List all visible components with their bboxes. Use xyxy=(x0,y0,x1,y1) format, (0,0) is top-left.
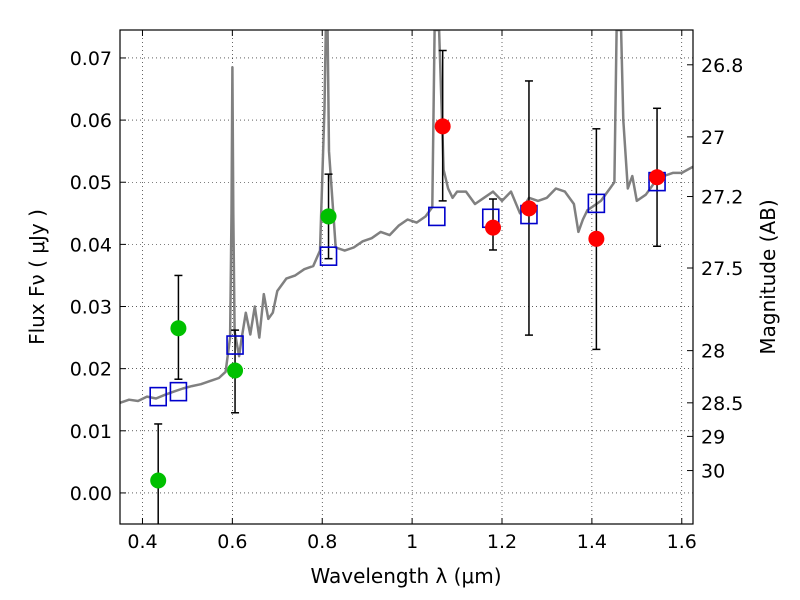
y-axis-label: Flux Fν ( μJy ) xyxy=(25,209,49,345)
observed-point-red xyxy=(485,219,502,236)
x-axis-ticks: 0.4 0.6 0.8 1 1.2 1.4 1.6 xyxy=(127,30,697,553)
observed-point-green xyxy=(227,362,244,379)
model-photometry-square xyxy=(428,206,446,227)
observed-point-green xyxy=(170,320,187,337)
model-photometry-square xyxy=(226,335,244,355)
y-tick-label: 0.04 xyxy=(70,234,112,256)
y-tick-label: 0.05 xyxy=(70,172,112,194)
x-tick-label: 1.2 xyxy=(487,531,517,553)
observed-point-red xyxy=(649,169,666,186)
y-tick-label: 0.07 xyxy=(70,48,112,70)
y-axis-ticks: 0.00 0.01 0.02 0.03 0.04 0.05 0.06 0.07 xyxy=(70,48,126,505)
model-photometry-squares xyxy=(149,171,666,407)
right-tick-label: 30 xyxy=(701,461,725,483)
observed-photometry-points xyxy=(150,118,666,489)
observed-point-red xyxy=(588,230,605,247)
x-tick-label: 1 xyxy=(406,531,418,553)
y-tick-label: 0.03 xyxy=(70,297,112,319)
x-tick-label: 0.4 xyxy=(127,531,157,553)
observed-point-green xyxy=(150,472,167,489)
plot-area xyxy=(120,30,693,524)
right-axis-ticks: 26.8 27 27.2 27.5 28 28.5 29 30 xyxy=(687,55,743,483)
model-spectrum-line xyxy=(120,30,693,404)
y-tick-label: 0.00 xyxy=(70,483,112,505)
right-axis-label: Magnitude (AB) xyxy=(756,199,780,354)
observed-point-green xyxy=(320,208,337,225)
model-photometry-square xyxy=(587,193,606,214)
right-tick-label: 27 xyxy=(701,127,725,149)
right-tick-label: 26.8 xyxy=(701,55,743,77)
x-tick-label: 0.8 xyxy=(307,531,337,553)
right-tick-label: 27.2 xyxy=(701,187,743,209)
y-tick-label: 0.02 xyxy=(70,359,112,381)
right-tick-label: 27.5 xyxy=(701,258,743,280)
y-tick-label: 0.06 xyxy=(70,110,112,132)
right-tick-label: 28.5 xyxy=(701,393,743,415)
right-tick-label: 28 xyxy=(701,341,725,363)
y-tick-label: 0.01 xyxy=(70,421,112,443)
right-tick-label: 29 xyxy=(701,426,725,448)
x-tick-label: 1.4 xyxy=(577,531,607,553)
x-axis-label: Wavelength λ (μm) xyxy=(310,564,501,588)
model-photometry-square xyxy=(169,381,188,402)
observed-point-red xyxy=(520,200,537,217)
x-tick-label: 0.6 xyxy=(217,531,247,553)
model-photometry-square xyxy=(319,246,338,266)
plot-frame xyxy=(119,29,694,525)
x-tick-label: 1.6 xyxy=(667,531,697,553)
observed-point-red xyxy=(434,118,451,135)
plot-background xyxy=(120,30,693,524)
model-photometry-square xyxy=(149,386,167,407)
